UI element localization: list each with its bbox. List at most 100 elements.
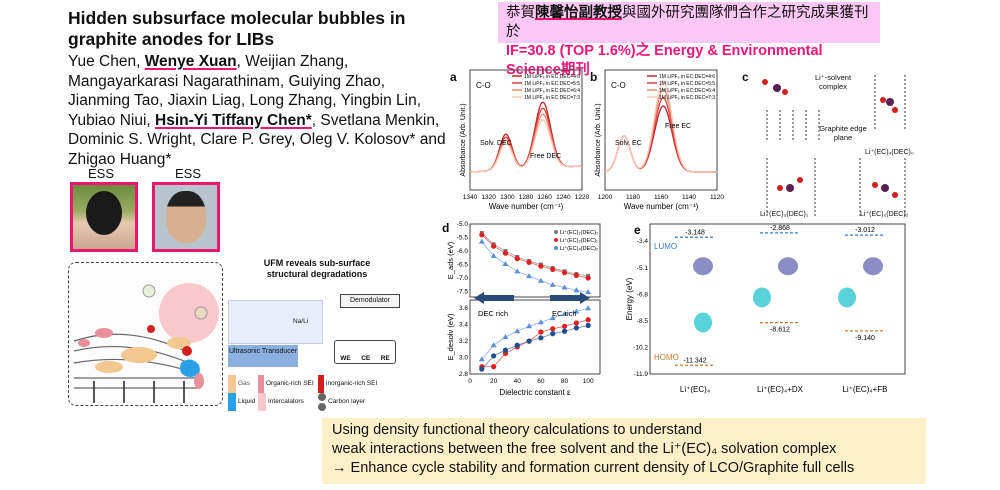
plot-frame bbox=[469, 69, 583, 191]
plot-frame bbox=[469, 299, 601, 375]
data-point bbox=[550, 326, 556, 332]
legend-carbon-layer: Carbon layer bbox=[318, 393, 398, 411]
banner-text: 與國外研究團隊們合作之研究成果獲刊於 bbox=[506, 5, 869, 40]
panel-e-label: e bbox=[634, 223, 641, 237]
data-point bbox=[490, 342, 497, 348]
annotation: Free EC bbox=[665, 123, 691, 130]
y-tick-label: 3.6 bbox=[459, 305, 468, 312]
data-point bbox=[585, 289, 592, 295]
legend-gas: Gas bbox=[228, 375, 258, 393]
banner-professor-name: 陳馨怡副教授 bbox=[535, 5, 622, 21]
data-point bbox=[573, 325, 579, 331]
data-point bbox=[585, 305, 592, 311]
orbital-lobe bbox=[838, 287, 856, 308]
electrode-box: WE CE RE bbox=[334, 340, 396, 364]
orbital-lobe bbox=[694, 312, 712, 333]
highlighted-author: Wenye Xuan bbox=[144, 53, 237, 70]
data-point bbox=[526, 338, 532, 344]
panel-c-label: c bbox=[742, 70, 749, 84]
data-point bbox=[526, 323, 533, 329]
data-point bbox=[514, 342, 520, 348]
data-point bbox=[491, 364, 497, 370]
na-li-label: Na/Li bbox=[293, 318, 309, 325]
author-photo bbox=[70, 182, 138, 252]
x-tick-label: 80 bbox=[561, 378, 569, 385]
ufm-title: UFM reveals sub-surface structural degra… bbox=[263, 258, 371, 279]
x-tick-label: 1160 bbox=[654, 194, 668, 201]
panel-d-label: d bbox=[442, 221, 449, 235]
y-tick-label: -5.5 bbox=[457, 235, 469, 242]
x-tick-label: 1120 bbox=[710, 194, 724, 201]
data-point bbox=[550, 331, 556, 337]
lumo-label: LUMO bbox=[654, 242, 677, 251]
banner-journal: IF=30.8 (TOP 1.6%)之 Energy & Environment… bbox=[506, 43, 823, 78]
arrow-label: DEC rich bbox=[478, 309, 508, 318]
data-point bbox=[538, 329, 544, 335]
x-tick-label: 1300 bbox=[500, 194, 515, 201]
lumo-value: -3.148 bbox=[685, 229, 705, 236]
complex-label: Li⁺-solvent complex bbox=[814, 73, 852, 91]
y-axis-label: E_desolv (eV) bbox=[446, 313, 455, 361]
lumo-value: -2.868 bbox=[770, 225, 790, 232]
summary-line: weak interactions between the free solve… bbox=[332, 441, 837, 457]
spectrum-line bbox=[604, 80, 717, 173]
summary-box: Using density functional theory calculat… bbox=[322, 418, 926, 484]
data-point bbox=[561, 284, 568, 290]
legend-entry: Li⁺(EC)₃(DEC)₁ bbox=[560, 237, 598, 244]
author-text: , Svetlana Menkin, Dominic S. Wright, Cl… bbox=[68, 111, 446, 168]
author-photo bbox=[152, 182, 220, 252]
y-tick-label: 2.8 bbox=[459, 371, 468, 378]
x-tick-label: 1260 bbox=[537, 194, 552, 201]
ufm-cell bbox=[228, 300, 323, 344]
x-axis-label: Wave number (cm⁻¹) bbox=[489, 202, 564, 211]
homo-label: HOMO bbox=[654, 353, 679, 362]
photo-label: ESS bbox=[88, 166, 115, 181]
author-text: Yue Chen, bbox=[68, 53, 145, 70]
author-list: Yue Chen, Wenye Xuan, Weijian Zhang, Man… bbox=[68, 52, 448, 170]
y-axis-label: Absorbance (Arb. Unit.) bbox=[460, 103, 467, 176]
legend-marker bbox=[554, 238, 558, 242]
bond-label: C-O bbox=[476, 81, 491, 90]
arrow-label: EC rich bbox=[552, 309, 577, 318]
data-point bbox=[502, 250, 509, 256]
x-category-label: Li⁺(EC)₄+FB bbox=[842, 385, 887, 394]
data-point bbox=[561, 323, 568, 329]
x-tick-label: 0 bbox=[468, 378, 472, 385]
graphite-label: Graphite edge plane bbox=[819, 124, 867, 142]
paper-title: Hidden subsurface molecular bubbles in g… bbox=[68, 8, 406, 49]
x-tick-label: 20 bbox=[490, 378, 498, 385]
annotation: Solv. EC bbox=[615, 140, 642, 147]
announcement-banner: 恭賀陳馨怡副教授與國外研究團隊們合作之研究成果獲刊於 IF=30.8 (TOP … bbox=[498, 2, 880, 78]
subsurface-schematic bbox=[68, 262, 223, 406]
data-point bbox=[502, 347, 509, 353]
homo-value: -9.140 bbox=[855, 335, 875, 342]
data-point bbox=[537, 277, 544, 283]
legend-entry: 1M LiPF₆ in EC:DEC=5:5 bbox=[659, 81, 715, 87]
legend-marker bbox=[554, 246, 558, 250]
data-point bbox=[573, 287, 580, 293]
we-label: WE bbox=[340, 355, 351, 362]
legend-entry: 1M LiPF₆ in EC:DEC=5:5 bbox=[524, 81, 580, 87]
photo-label: ESS bbox=[175, 166, 202, 181]
panel-d-chart: d -5.0 -5.5 -6.0 -6.5 -7.0 -7.5 E_ads (eV) 2.8 3.… bbox=[442, 221, 601, 397]
y-tick-label: 3.0 bbox=[459, 355, 468, 362]
graphite-layers-illustration bbox=[73, 283, 219, 403]
schematic-legend: Gas Organic-rich SEI inorganic-rich SEI … bbox=[228, 375, 403, 411]
series-line bbox=[481, 319, 589, 368]
data-point bbox=[526, 259, 532, 265]
legend-entry: 1M LiPF₆ in EC:DEC=7:3 bbox=[524, 95, 580, 101]
homo-value: -11.342 bbox=[683, 357, 706, 364]
annotation: Free DEC bbox=[530, 153, 561, 160]
series-line bbox=[481, 234, 589, 279]
y-tick-label: -8.5 bbox=[637, 318, 649, 325]
data-point bbox=[550, 266, 556, 273]
demodulator-box: Demodulator bbox=[340, 294, 400, 308]
y-axis-label: Absorbance (Arb. Unit.) bbox=[595, 103, 602, 176]
summary-line: Using density functional theory calculat… bbox=[332, 422, 702, 438]
legend-marker bbox=[554, 230, 558, 234]
x-tick-label: 1240 bbox=[556, 194, 571, 201]
legend-entry: 1M LiPF₆ in EC:DEC=6:4 bbox=[524, 88, 580, 94]
ce-label: CE bbox=[361, 355, 371, 362]
ftir-spectra-panels: 1340 1320 1300 1280 1260 1240 1220 Wave number … bbox=[460, 69, 724, 211]
y-tick-label: -6.8 bbox=[637, 291, 649, 298]
